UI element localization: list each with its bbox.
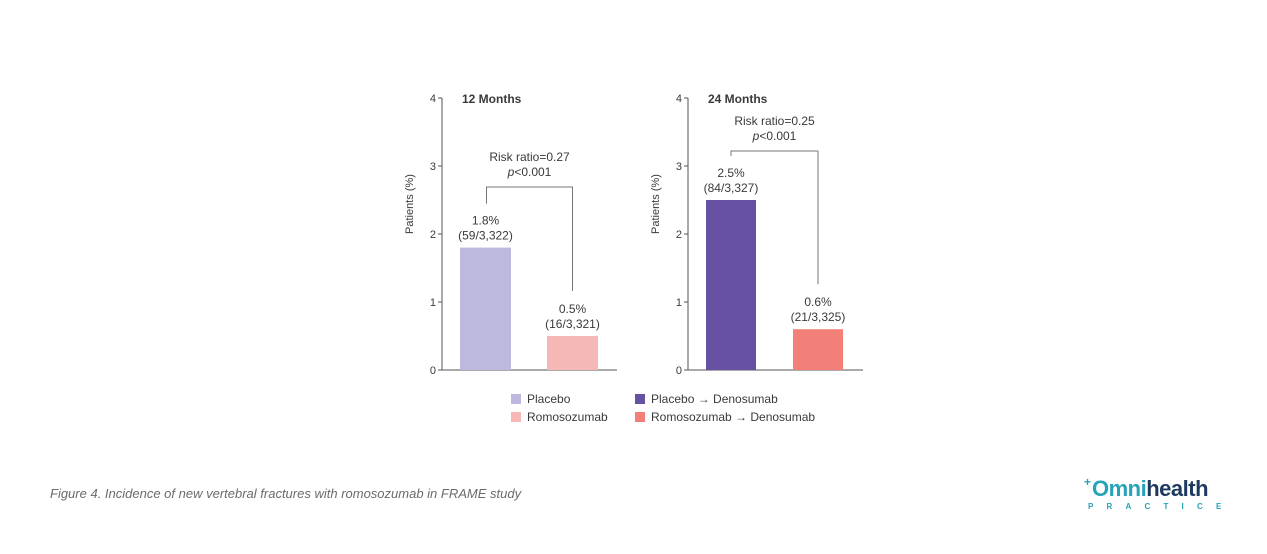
panel-title: 12 Months (462, 92, 522, 106)
p-symbol: p (752, 129, 760, 143)
logo-health: health (1146, 476, 1209, 501)
p-value-label: p<0.001 (752, 129, 797, 143)
p-value: <0.001 (759, 129, 796, 143)
bar (793, 329, 843, 370)
legend-item-romosozumab-denosumab: Romosozumab → Denosumab (635, 408, 815, 426)
y-tick-label: 3 (430, 161, 436, 173)
bar (547, 336, 598, 370)
risk-ratio-label: Risk ratio=0.25 (734, 114, 815, 128)
data-label-count: (84/3,327) (704, 181, 759, 195)
data-label-percent: 2.5% (717, 166, 745, 180)
legend-label: Placebo (527, 392, 571, 406)
y-tick-label: 0 (430, 365, 436, 377)
p-symbol: p (507, 165, 515, 179)
legend-right: Placebo → Denosumab Romosozumab → Denosu… (635, 390, 815, 426)
panel-title: 24 Months (708, 92, 768, 106)
logo-wordmark: Omnihealth (1092, 475, 1209, 503)
y-tick-label: 4 (676, 93, 682, 105)
data-label-count: (59/3,322) (458, 229, 513, 243)
legend-left: Placebo Romosozumab (511, 390, 608, 426)
y-tick-label: 4 (430, 93, 436, 105)
y-tick-label: 3 (676, 161, 682, 173)
data-label-percent: 1.8% (472, 214, 500, 228)
data-label-percent: 0.6% (804, 295, 832, 309)
bar (706, 200, 756, 370)
data-label-percent: 0.5% (559, 302, 587, 316)
data-label-count: (21/3,325) (791, 310, 846, 324)
legend-swatch (511, 412, 521, 422)
y-tick-label: 2 (676, 229, 682, 241)
legend-item-romosozumab: Romosozumab (511, 408, 608, 426)
y-tick-label: 0 (676, 365, 682, 377)
legend-label: Placebo → Denosumab (651, 392, 778, 406)
logo-cross-icon: + (1084, 475, 1092, 489)
p-value-label: p<0.001 (507, 165, 552, 179)
legend-label: Romosozumab → Denosumab (651, 410, 816, 424)
y-tick-label: 1 (676, 297, 682, 309)
chart-figure: 0 1 2 3 4 Patients (%) 12 Months 1.8%(59/3,322)… (404, 92, 863, 377)
y-axis-label: Patients (%) (404, 174, 416, 234)
y-tick-label: 1 (430, 297, 436, 309)
y-axis-label: Patients (%) (650, 174, 662, 234)
omnihealth-logo: + Omnihealth PRACTICE (1084, 475, 1221, 515)
legend-swatch (511, 394, 521, 404)
legend-item-placebo-denosumab: Placebo → Denosumab (635, 390, 815, 408)
legend-label: Romosozumab (527, 410, 608, 424)
legend-item-placebo: Placebo (511, 390, 608, 408)
logo-omni: Omni (1092, 476, 1147, 501)
figure-caption: Figure 4. Incidence of new vertebral fra… (50, 486, 522, 501)
data-label-count: (16/3,321) (545, 317, 600, 331)
risk-ratio-label: Risk ratio=0.27 (489, 150, 570, 164)
significance-bracket (730, 150, 819, 285)
y-tick-label: 2 (430, 229, 436, 241)
legend-swatch (635, 394, 645, 404)
bar (460, 247, 511, 370)
legend-swatch (635, 412, 645, 422)
significance-bracket (486, 186, 573, 291)
logo-subtitle: PRACTICE (1088, 502, 1235, 511)
p-value: <0.001 (514, 165, 551, 179)
